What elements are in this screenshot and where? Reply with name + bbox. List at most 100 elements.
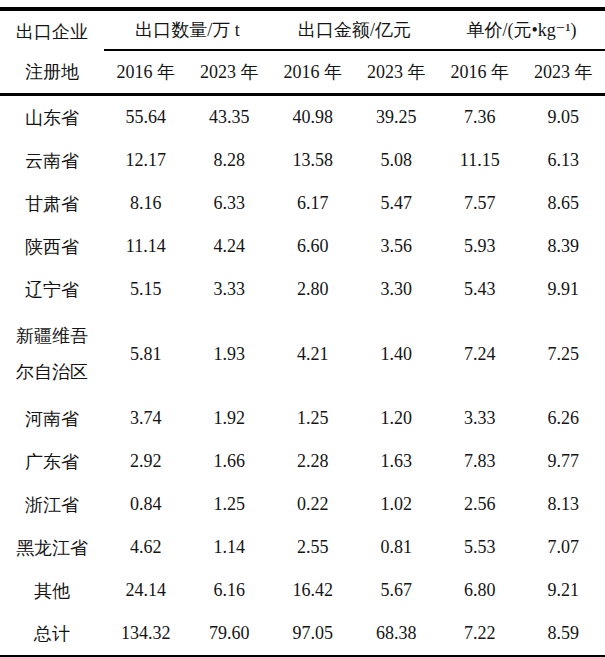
value-cell: 3.33 xyxy=(438,397,522,440)
year-header-quantity-2023: 2023 年 xyxy=(188,50,272,95)
value-cell: 5.43 xyxy=(438,268,522,311)
value-cell: 68.38 xyxy=(355,612,439,657)
value-cell: 12.17 xyxy=(104,139,188,182)
value-cell: 1.92 xyxy=(188,397,272,440)
value-cell: 2.55 xyxy=(271,526,355,569)
value-cell: 3.33 xyxy=(188,268,272,311)
value-cell: 3.74 xyxy=(104,397,188,440)
value-cell: 9.77 xyxy=(522,440,605,483)
region-cell: 甘肃省 xyxy=(0,182,104,225)
value-cell: 40.98 xyxy=(271,95,355,140)
region-cell: 其他 xyxy=(0,569,104,612)
value-cell: 7.22 xyxy=(438,612,522,657)
value-cell: 5.47 xyxy=(355,182,439,225)
value-cell: 2.80 xyxy=(271,268,355,311)
value-cell: 1.63 xyxy=(355,440,439,483)
value-cell: 6.33 xyxy=(188,182,272,225)
value-cell: 8.28 xyxy=(188,139,272,182)
value-cell: 43.35 xyxy=(188,95,272,140)
table-row: 黑龙江省 4.62 1.14 2.55 0.81 5.53 7.07 xyxy=(0,526,605,569)
value-cell: 1.14 xyxy=(188,526,272,569)
value-cell: 39.25 xyxy=(355,95,439,140)
value-cell: 8.39 xyxy=(522,225,605,268)
value-cell: 3.56 xyxy=(355,225,439,268)
header-group-row: 出口企业 注册地 出口数量/万 t 出口金额/亿元 单价/(元•kg⁻¹) xyxy=(0,9,605,50)
value-cell: 9.05 xyxy=(522,95,605,140)
group-header-unit-price: 单价/(元•kg⁻¹) xyxy=(438,9,605,50)
value-cell: 1.93 xyxy=(188,311,272,397)
value-cell: 79.60 xyxy=(188,612,272,657)
table-row: 广东省 2.92 1.66 2.28 1.63 7.83 9.77 xyxy=(0,440,605,483)
table-row: 其他 24.14 6.16 16.42 5.67 6.80 9.21 xyxy=(0,569,605,612)
year-header-price-2023: 2023 年 xyxy=(522,50,605,95)
value-cell: 6.17 xyxy=(271,182,355,225)
value-cell: 7.07 xyxy=(522,526,605,569)
region-cell: 陕西省 xyxy=(0,225,104,268)
value-cell: 97.05 xyxy=(271,612,355,657)
value-cell: 8.13 xyxy=(522,483,605,526)
year-header-quantity-2016: 2016 年 xyxy=(104,50,188,95)
value-cell: 1.40 xyxy=(355,311,439,397)
value-cell: 9.91 xyxy=(522,268,605,311)
value-cell: 24.14 xyxy=(104,569,188,612)
region-cell: 新疆维吾尔自治区 xyxy=(0,311,104,397)
value-cell: 2.92 xyxy=(104,440,188,483)
value-cell: 5.93 xyxy=(438,225,522,268)
table-row: 辽宁省 5.15 3.33 2.80 3.30 5.43 9.91 xyxy=(0,268,605,311)
region-cell: 黑龙江省 xyxy=(0,526,104,569)
value-cell: 5.53 xyxy=(438,526,522,569)
value-cell: 55.64 xyxy=(104,95,188,140)
value-cell: 6.80 xyxy=(438,569,522,612)
value-cell: 7.36 xyxy=(438,95,522,140)
region-cell: 山东省 xyxy=(0,95,104,140)
table-row: 浙江省 0.84 1.25 0.22 1.02 2.56 8.13 xyxy=(0,483,605,526)
year-header-price-2016: 2016 年 xyxy=(438,50,522,95)
value-cell: 0.84 xyxy=(104,483,188,526)
value-cell: 1.25 xyxy=(188,483,272,526)
table-row: 云南省 12.17 8.28 13.58 5.08 11.15 6.13 xyxy=(0,139,605,182)
value-cell: 8.65 xyxy=(522,182,605,225)
region-cell: 浙江省 xyxy=(0,483,104,526)
value-cell: 7.24 xyxy=(438,311,522,397)
table-row: 河南省 3.74 1.92 1.25 1.20 3.33 6.26 xyxy=(0,397,605,440)
value-cell: 5.81 xyxy=(104,311,188,397)
value-cell: 9.21 xyxy=(522,569,605,612)
table-row: 新疆维吾尔自治区 5.81 1.93 4.21 1.40 7.24 7.25 xyxy=(0,311,605,397)
value-cell: 4.24 xyxy=(188,225,272,268)
region-cell: 辽宁省 xyxy=(0,268,104,311)
region-column-header: 出口企业 注册地 xyxy=(0,9,104,95)
value-cell: 6.13 xyxy=(522,139,605,182)
region-cell: 河南省 xyxy=(0,397,104,440)
group-header-export-amount: 出口金额/亿元 xyxy=(271,9,438,50)
region-cell: 云南省 xyxy=(0,139,104,182)
value-cell: 6.60 xyxy=(271,225,355,268)
value-cell: 7.83 xyxy=(438,440,522,483)
value-cell: 8.59 xyxy=(522,612,605,657)
region-cell: 总计 xyxy=(0,612,104,657)
value-cell: 0.81 xyxy=(355,526,439,569)
group-header-export-quantity: 出口数量/万 t xyxy=(104,9,271,50)
year-header-amount-2023: 2023 年 xyxy=(355,50,439,95)
table-body: 山东省 55.64 43.35 40.98 39.25 7.36 9.05 云南… xyxy=(0,95,605,657)
value-cell: 13.58 xyxy=(271,139,355,182)
value-cell: 3.30 xyxy=(355,268,439,311)
region-cell: 广东省 xyxy=(0,440,104,483)
value-cell: 8.16 xyxy=(104,182,188,225)
value-cell: 5.15 xyxy=(104,268,188,311)
export-statistics-table: 出口企业 注册地 出口数量/万 t 出口金额/亿元 单价/(元•kg⁻¹) 20… xyxy=(0,7,605,657)
value-cell: 1.02 xyxy=(355,483,439,526)
value-cell: 1.20 xyxy=(355,397,439,440)
value-cell: 2.56 xyxy=(438,483,522,526)
table-row: 甘肃省 8.16 6.33 6.17 5.47 7.57 8.65 xyxy=(0,182,605,225)
value-cell: 0.22 xyxy=(271,483,355,526)
table-header: 出口企业 注册地 出口数量/万 t 出口金额/亿元 单价/(元•kg⁻¹) 20… xyxy=(0,9,605,95)
value-cell: 6.26 xyxy=(522,397,605,440)
year-header-amount-2016: 2016 年 xyxy=(271,50,355,95)
value-cell: 134.32 xyxy=(104,612,188,657)
value-cell: 6.16 xyxy=(188,569,272,612)
table-row: 山东省 55.64 43.35 40.98 39.25 7.36 9.05 xyxy=(0,95,605,140)
value-cell: 2.28 xyxy=(271,440,355,483)
value-cell: 7.25 xyxy=(522,311,605,397)
value-cell: 16.42 xyxy=(271,569,355,612)
value-cell: 11.14 xyxy=(104,225,188,268)
